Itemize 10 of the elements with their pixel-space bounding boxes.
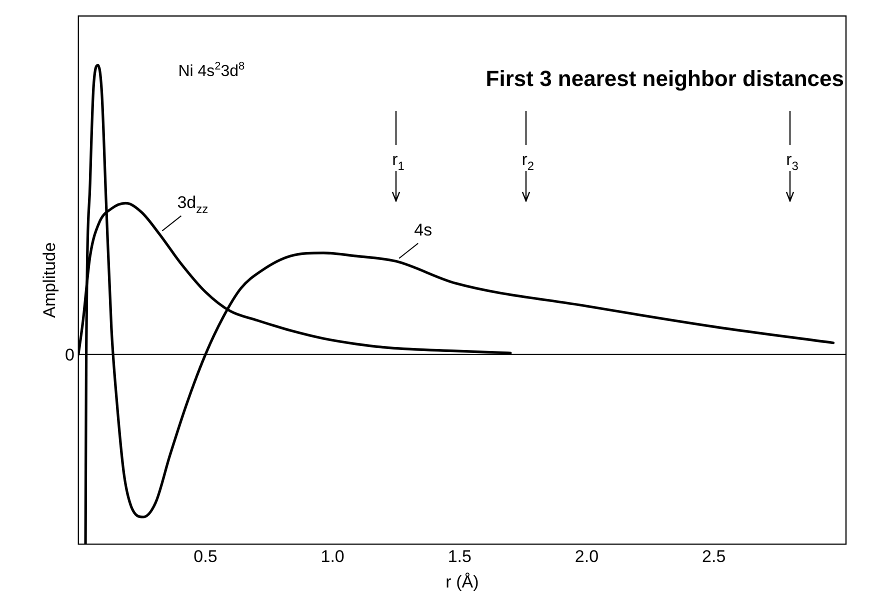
x-tick-label: 0.5: [194, 547, 218, 566]
x-tick-label: 2.0: [574, 547, 599, 566]
chart-title: First 3 nearest neighbor distances: [486, 66, 844, 91]
x-tick-label: 1.0: [320, 547, 344, 566]
y-axis-title: Amplitude: [40, 242, 59, 318]
series-label: 4s: [414, 220, 432, 240]
x-tick-label: 1.5: [448, 547, 472, 566]
x-tick-label: 2.5: [702, 547, 726, 566]
ref-line-label: 0: [64, 345, 74, 364]
x-axis-title: r (Å): [446, 572, 479, 592]
